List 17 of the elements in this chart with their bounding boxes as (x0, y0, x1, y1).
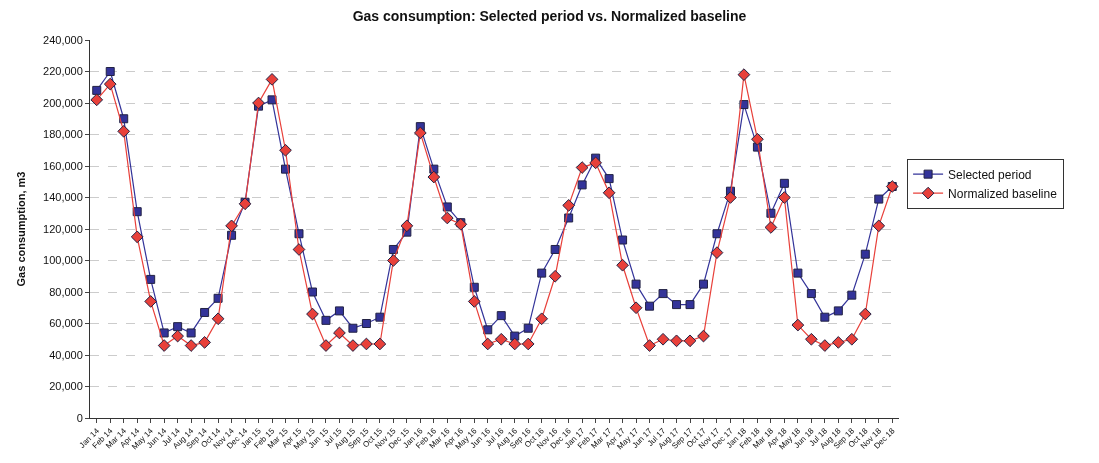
chart-title: Gas consumption: Selected period vs. Normalized baseline (352, 8, 747, 25)
y-tick-label: 20,000 (49, 380, 83, 393)
y-tick-label: 0 (76, 411, 83, 424)
legend-label: Selected period (948, 167, 1032, 182)
y-tick-label: 80,000 (49, 285, 83, 298)
y-tick-label: 140,000 (43, 191, 83, 204)
y-tick-label: 120,000 (43, 222, 83, 235)
y-tick-label: 100,000 (43, 254, 83, 267)
y-tick-label: 40,000 (49, 348, 83, 361)
y-tick-label: 180,000 (43, 128, 83, 141)
y-axis-title: Gas consumption, m3 (14, 171, 27, 287)
y-tick-label: 240,000 (43, 33, 83, 46)
y-tick-label: 220,000 (43, 65, 83, 78)
y-tick-label: 60,000 (49, 317, 83, 330)
y-tick-label: 200,000 (43, 96, 83, 109)
legend-label: Normalized baseline (948, 186, 1058, 201)
y-tick-label: 160,000 (43, 159, 83, 172)
